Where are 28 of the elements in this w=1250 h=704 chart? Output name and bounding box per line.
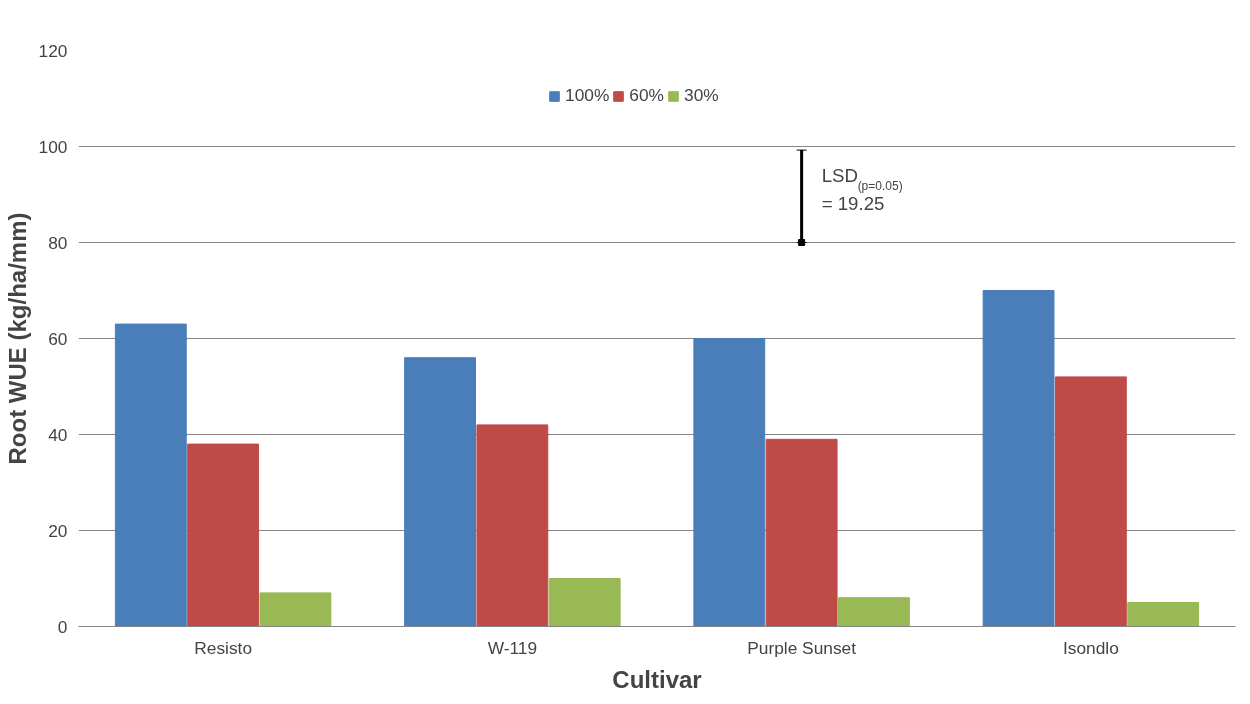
bar [259, 592, 332, 627]
legend-label: 100% [565, 85, 610, 106]
bar [693, 338, 766, 627]
bar [765, 438, 838, 627]
y-tick-label: 20 [48, 520, 68, 541]
bar [476, 424, 549, 627]
x-tick-label: Resisto [194, 637, 253, 658]
legend-label: 60% [629, 85, 665, 106]
y-axis-title: Root WUE (kg/ha/mm) [3, 212, 31, 465]
bar [114, 323, 187, 627]
y-tick-label: 100 [38, 136, 68, 157]
bar [548, 578, 621, 627]
x-tick-label: Isondlo [1062, 637, 1119, 658]
y-tick-label: 60 [48, 328, 68, 349]
bar [1054, 376, 1127, 627]
y-tick-label: 120 [38, 40, 68, 61]
x-axis-title: Cultivar [612, 665, 702, 693]
bar [982, 290, 1055, 627]
legend-label: 30% [684, 85, 719, 106]
bar [838, 597, 910, 627]
y-tick-label: 0 [57, 616, 68, 637]
y-tick-label: 80 [48, 232, 68, 253]
bar [187, 443, 260, 627]
bar [1127, 602, 1200, 627]
y-tick-label: 40 [48, 424, 68, 445]
bar [404, 357, 476, 627]
x-tick-label: W-119 [487, 637, 538, 658]
x-tick-label: Purple Sunset [747, 637, 857, 658]
